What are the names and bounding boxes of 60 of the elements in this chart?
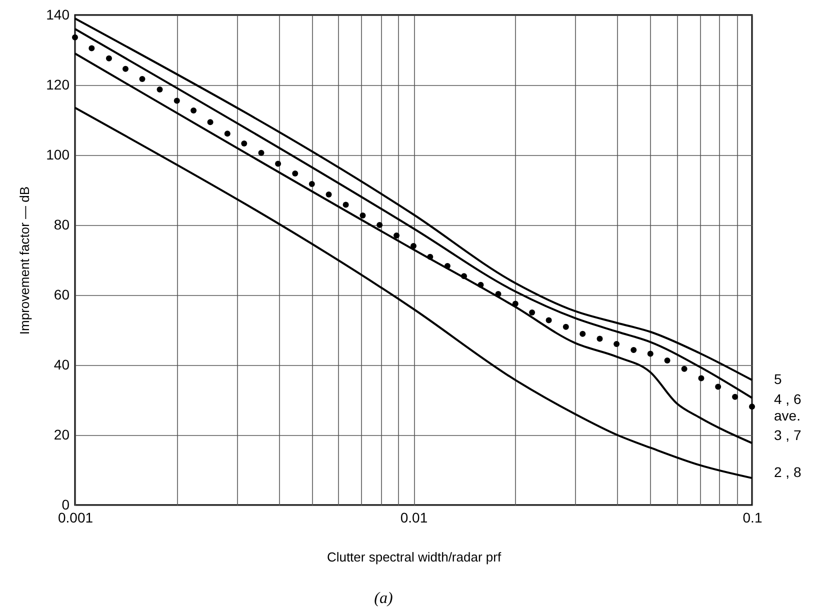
- point: [562, 324, 569, 330]
- y-tick-label: 60: [54, 286, 70, 302]
- point: [174, 98, 180, 104]
- y-tick-label: 140: [46, 6, 70, 22]
- y-axis-title: Improvement factor — dB: [17, 186, 32, 335]
- series-label: 4 , 6: [774, 390, 802, 407]
- point: [546, 317, 552, 324]
- point: [410, 243, 416, 249]
- point: [139, 76, 146, 82]
- y-tick-label: 80: [54, 216, 70, 232]
- y-tick-label: 100: [46, 146, 70, 162]
- point: [224, 130, 230, 137]
- point: [630, 346, 637, 353]
- point: [647, 350, 654, 357]
- series-label: 5: [774, 371, 782, 388]
- point: [258, 150, 264, 156]
- point: [495, 290, 502, 297]
- point: [106, 55, 112, 62]
- x-axis-title: Clutter spectral width/radar prf: [326, 550, 502, 564]
- y-tick-label: 120: [46, 76, 70, 92]
- point: [72, 34, 78, 40]
- point: [512, 300, 518, 307]
- point: [275, 160, 282, 167]
- point: [190, 108, 197, 114]
- point: [427, 254, 434, 260]
- point: [156, 86, 163, 93]
- point: [122, 66, 129, 72]
- point: [664, 357, 670, 364]
- point: [308, 181, 315, 188]
- point: [207, 119, 214, 126]
- series-label: 3 , 7: [774, 427, 802, 444]
- point: [580, 330, 586, 337]
- point: [326, 192, 332, 198]
- point: [529, 310, 536, 316]
- text: (a): [374, 590, 393, 607]
- point: [444, 262, 450, 269]
- x-tick-label: 0.1: [742, 510, 762, 526]
- y-tick-label: 40: [54, 356, 70, 372]
- point: [360, 212, 366, 219]
- point: [88, 45, 95, 52]
- series-label: ave.: [774, 408, 800, 424]
- y-tick-label: 0: [62, 496, 70, 512]
- point: [376, 222, 383, 228]
- point: [681, 366, 688, 372]
- x-tick-label: 0.001: [58, 510, 94, 526]
- point: [478, 282, 484, 288]
- y-tick-label: 20: [54, 426, 70, 442]
- point: [461, 273, 468, 280]
- point: [749, 404, 755, 410]
- point: [732, 394, 738, 400]
- point: [698, 375, 704, 382]
- point: [292, 170, 298, 177]
- x-tick-label: 0.01: [400, 510, 428, 526]
- series-label: 2 , 8: [774, 464, 802, 480]
- point: [241, 140, 248, 146]
- point: [596, 336, 603, 342]
- point: [342, 202, 349, 208]
- point: [394, 232, 400, 238]
- point: [614, 341, 620, 347]
- point: [715, 384, 722, 390]
